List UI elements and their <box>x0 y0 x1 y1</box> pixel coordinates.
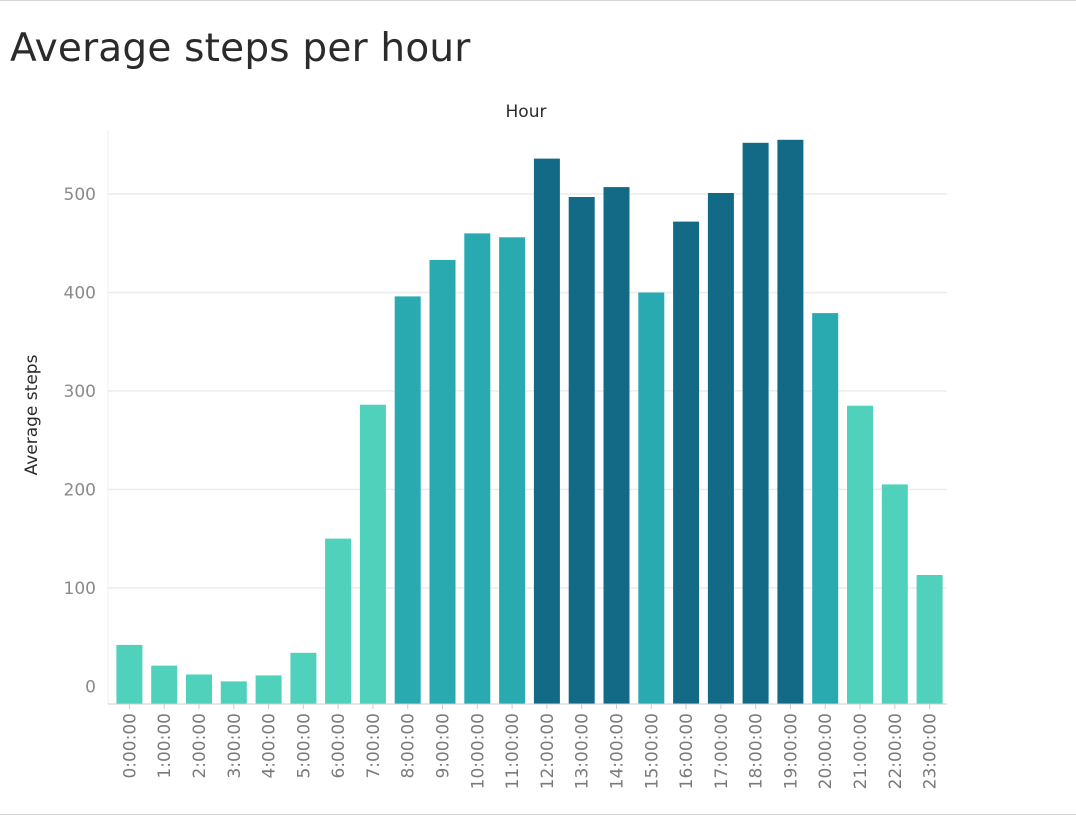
x-tick-label: 3:00:00 <box>225 713 245 779</box>
y-tick-label: 300 <box>64 382 96 402</box>
bar[interactable] <box>533 158 560 705</box>
x-tick-label: 1:00:00 <box>155 713 175 779</box>
bar[interactable] <box>151 665 178 704</box>
bar[interactable] <box>812 313 839 704</box>
x-tick-label: 15:00:00 <box>642 713 662 789</box>
bar[interactable] <box>707 193 734 704</box>
y-tick-label: 400 <box>64 283 96 303</box>
y-tick-label: 500 <box>64 185 96 205</box>
bar[interactable] <box>673 221 700 704</box>
bar[interactable] <box>325 538 352 704</box>
bottom-divider <box>0 814 1076 815</box>
x-tick-label: 9:00:00 <box>434 713 454 779</box>
page-title: Average steps per hour <box>10 26 471 71</box>
bar[interactable] <box>429 260 456 704</box>
bar[interactable] <box>220 681 247 704</box>
x-tick-label: 21:00:00 <box>851 713 871 789</box>
x-tick-label: 10:00:00 <box>468 713 488 789</box>
bar[interactable] <box>394 296 421 704</box>
x-tick-label: 18:00:00 <box>747 713 767 789</box>
x-tick-label: 5:00:00 <box>294 713 314 779</box>
y-tick-label: 200 <box>64 480 96 500</box>
bar[interactable] <box>777 139 804 705</box>
x-tick-label: 7:00:00 <box>364 713 384 779</box>
x-tick-label: 13:00:00 <box>573 713 593 789</box>
bar[interactable] <box>916 575 943 704</box>
x-tick-label: 16:00:00 <box>677 713 697 789</box>
x-tick-label: 4:00:00 <box>260 713 280 779</box>
bar[interactable] <box>499 237 526 705</box>
x-axis-title: Hour <box>506 102 547 122</box>
bar[interactable] <box>603 187 630 705</box>
bar[interactable] <box>742 142 769 705</box>
x-tick-label: 20:00:00 <box>816 713 836 789</box>
bar[interactable] <box>881 484 908 704</box>
y-tick-label: 100 <box>64 579 96 599</box>
bar[interactable] <box>638 292 665 705</box>
y-axis-ticks: 0 100 200 300 400 500 <box>64 185 96 697</box>
bar[interactable] <box>464 233 491 704</box>
y-tick-label: 0 <box>85 677 96 697</box>
grid-lines <box>107 130 947 704</box>
bar[interactable] <box>255 675 282 704</box>
x-tick-label: 0:00:00 <box>120 713 140 779</box>
x-tick-label: 22:00:00 <box>886 713 906 789</box>
bar[interactable] <box>290 652 317 704</box>
bars <box>116 139 943 705</box>
x-tick-label: 14:00:00 <box>607 713 627 789</box>
bar[interactable] <box>847 405 873 704</box>
x-tick-label: 8:00:00 <box>399 713 419 779</box>
x-tick-label: 23:00:00 <box>921 713 941 789</box>
x-tick-label: 19:00:00 <box>781 713 801 789</box>
top-divider <box>0 0 1076 1</box>
x-axis-ticks: 0:00:00 1:00:00 2:00:00 3:00:00 4:00:00 5:00:… <box>120 704 941 789</box>
x-tick-label: 12:00:00 <box>538 713 558 789</box>
x-tick-label: 2:00:00 <box>190 713 210 779</box>
bar[interactable] <box>116 644 143 704</box>
y-axis-title: Average steps <box>22 354 42 475</box>
x-tick-label: 17:00:00 <box>712 713 732 789</box>
x-tick-label: 11:00:00 <box>503 713 523 789</box>
x-tick-label: 6:00:00 <box>329 713 349 779</box>
bar[interactable] <box>359 404 386 704</box>
bar[interactable] <box>568 197 595 704</box>
bar[interactable] <box>186 674 212 705</box>
